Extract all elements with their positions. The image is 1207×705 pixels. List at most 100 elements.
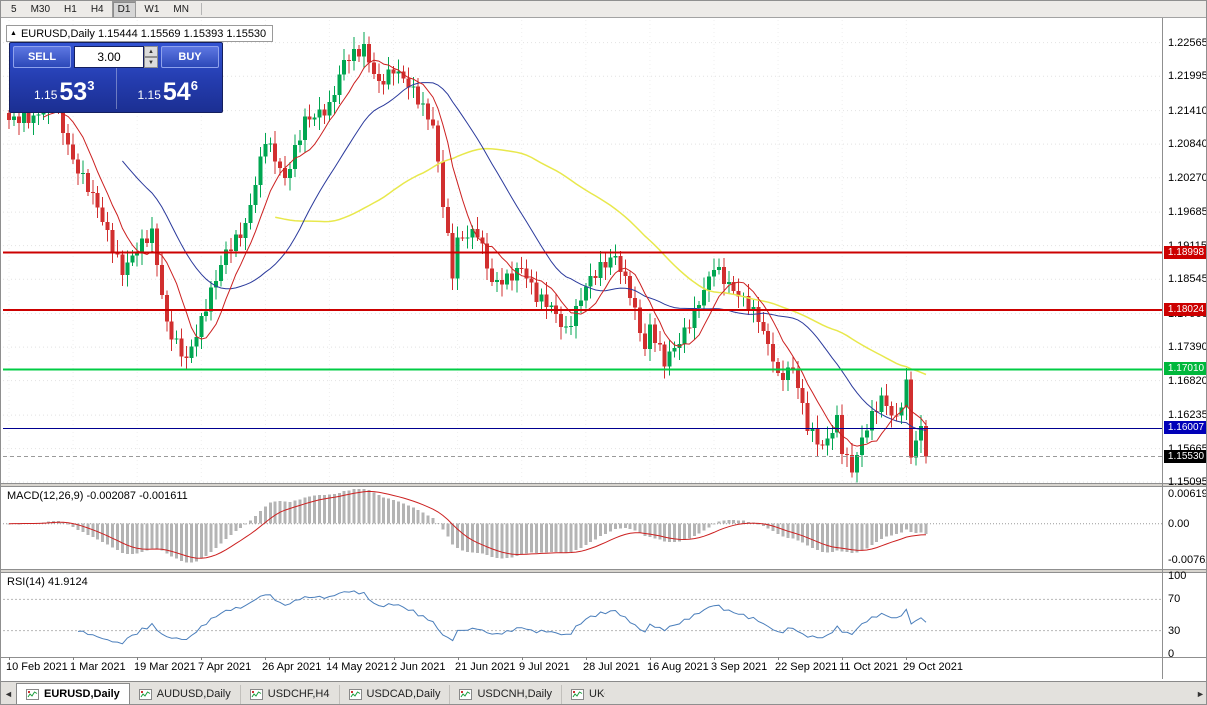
chart-tab-label: USDCAD,Daily	[366, 688, 441, 700]
chart-tab-ukoil-h4[interactable]: UKOil,H4	[562, 685, 605, 704]
price-axis-tick: 1.21410	[1168, 105, 1207, 117]
date-axis-label: 29 Oct 2021	[903, 661, 963, 673]
price-flag-1.18998: 1.18998	[1164, 246, 1206, 259]
rsi-line	[77, 590, 927, 645]
chart-tab-label: USDCHF,H4	[267, 688, 330, 700]
lot-size-stepper: ▲ ▼	[144, 46, 158, 68]
chart-tab-label: UKOil,H4	[589, 688, 605, 700]
price-axis-tick: 1.20270	[1168, 172, 1207, 184]
macd-histogram	[7, 488, 928, 563]
lot-decrease-button[interactable]: ▼	[144, 57, 158, 68]
price-axis-tick: 1.22565	[1168, 37, 1207, 49]
pane-border	[1, 657, 1206, 658]
price-axis-tick: 1.17390	[1168, 341, 1207, 353]
date-axis-label: 16 Aug 2021	[647, 661, 709, 673]
price-flag-1.16007: 1.16007	[1164, 421, 1206, 434]
buy-price-figure: 1.15	[137, 88, 161, 102]
timeframe-button-h4[interactable]: H4	[90, 3, 104, 15]
ma-slow-line	[275, 147, 927, 376]
sell-price-point: 3	[87, 78, 95, 93]
timeframe-button-5[interactable]: 5	[11, 3, 17, 15]
collapse-arrow-icon[interactable]: ▲	[10, 30, 17, 37]
macd-axis-tick: 0.006193	[1168, 488, 1206, 500]
chart-tab-icon	[138, 688, 152, 700]
price-axis-tick: 1.17960	[1168, 308, 1207, 320]
rsi-axis-tick: 0	[1168, 648, 1175, 660]
date-axis-label: 21 Jun 2021	[455, 661, 516, 673]
pane-divider[interactable]	[1, 483, 1206, 487]
ma-mid-line	[122, 82, 927, 431]
chart-title: EURUSD,Daily 1.15444 1.15569 1.15393 1.1…	[20, 27, 267, 40]
date-axis-label: 11 Oct 2021	[839, 661, 899, 673]
price-axis-tick: 1.19115	[1168, 240, 1207, 252]
date-axis-label: 14 May 2021	[326, 661, 390, 673]
buy-button[interactable]: BUY	[161, 46, 219, 68]
tab-scroll-right-button[interactable]: ►	[1196, 689, 1205, 699]
timeframe-button-mn[interactable]: MN	[173, 3, 189, 15]
rsi-indicator-label: RSI(14) 41.9124	[7, 576, 88, 588]
chart-tab-label: USDCNH,Daily	[477, 688, 553, 700]
price-flag-1.17010: 1.17010	[1164, 362, 1206, 375]
macd-axis-tick: 0.00	[1168, 518, 1190, 530]
buy-price-display[interactable]: 1.15 54 6	[115, 68, 220, 109]
date-axis-label: 19 Mar 2021	[134, 661, 196, 673]
price-axis-tick: 1.21995	[1168, 70, 1207, 82]
price-flag-1.15530: 1.15530	[1164, 450, 1206, 463]
price-axis-border	[1162, 18, 1163, 679]
rsi-canvas[interactable]	[3, 573, 1162, 657]
toolbar-separator	[200, 3, 202, 15]
chart-tab-icon	[249, 688, 263, 700]
sell-price-pips: 53	[59, 78, 88, 106]
chart-tab-eurusd-daily[interactable]: EURUSD,Daily	[16, 683, 130, 704]
lot-increase-button[interactable]: ▲	[144, 46, 158, 57]
date-axis-label: 1 Mar 2021	[70, 661, 126, 673]
chart-tab-icon	[26, 688, 39, 700]
chart-tab-label: EURUSD,Daily	[44, 688, 120, 700]
chart-tab-icon	[459, 688, 473, 700]
price-axis-tick: 1.15665	[1168, 443, 1207, 455]
macd-signal-line	[8, 490, 927, 559]
lot-size-control: 3.00 ▲ ▼	[74, 46, 158, 68]
date-axis-label: 26 Apr 2021	[262, 661, 322, 673]
buy-price-point: 6	[190, 78, 198, 93]
chart-tab-usdcnh-daily[interactable]: USDCNH,Daily	[450, 684, 563, 704]
chart-tab-label: AUDUSD,Daily	[156, 688, 231, 700]
price-axis-tick: 1.18545	[1168, 273, 1207, 285]
one-click-trading-widget: SELL 3.00 ▲ ▼ BUY 1.15 53 3 1.15 54 6	[9, 42, 223, 113]
macd-axis-tick: -0.00762	[1168, 554, 1206, 566]
sell-button[interactable]: SELL	[13, 46, 71, 68]
chart-tab-usdchf-h4[interactable]: USDCHF,H4	[241, 684, 340, 704]
chart-tab-icon	[571, 688, 585, 700]
lot-size-input[interactable]: 3.00	[74, 46, 144, 68]
price-axis-tick: 1.16235	[1168, 409, 1207, 421]
price-axis-tick: 1.19685	[1168, 206, 1207, 218]
macd-indicator-label: MACD(12,26,9) -0.002087 -0.001611	[7, 490, 188, 502]
chart-symbol-header: ▲ EURUSD,Daily 1.15444 1.15569 1.15393 1…	[6, 25, 274, 42]
chart-tab-bar: ◄ EURUSD,Daily AUDUSD,Daily USDCHF,H4 USDCAD…	[1, 681, 1206, 704]
macd-canvas[interactable]	[3, 487, 1162, 569]
rsi-axis-tick: 30	[1168, 625, 1181, 637]
date-axis-label: 3 Sep 2021	[711, 661, 768, 673]
timeframe-button-w1[interactable]: W1	[144, 3, 160, 15]
tab-scroll-left-button[interactable]: ◄	[4, 689, 13, 699]
pane-divider[interactable]	[1, 569, 1206, 573]
date-axis-label: 9 Jul 2021	[519, 661, 570, 673]
tabs-container: EURUSD,Daily AUDUSD,Daily USDCHF,H4 USDCAD,…	[16, 682, 605, 704]
timeframe-toolbar: 5 M30 H1 H4 D1 W1 MN	[1, 1, 1206, 18]
price-axis-tick: 1.20840	[1168, 138, 1207, 150]
price-flag-1.18024: 1.18024	[1164, 303, 1206, 316]
chart-tab-icon	[348, 688, 362, 700]
sell-price-figure: 1.15	[34, 88, 58, 102]
date-axis-label: 7 Apr 2021	[198, 661, 252, 673]
timeframe-button-h1[interactable]: H1	[64, 3, 77, 15]
date-axis-label: 10 Feb 2021	[6, 661, 68, 673]
buy-price-pips: 54	[162, 78, 191, 106]
sell-price-display[interactable]: 1.15 53 3	[13, 68, 116, 109]
price-axis-tick: 1.16820	[1168, 375, 1207, 387]
timeframe-button-m30[interactable]: M30	[30, 3, 51, 15]
chart-tab-audusd-daily[interactable]: AUDUSD,Daily	[130, 684, 241, 704]
timeframe-button-d1[interactable]: D1	[111, 1, 137, 18]
rsi-axis-tick: 70	[1168, 593, 1181, 605]
chart-tab-usdcad-daily[interactable]: USDCAD,Daily	[340, 684, 451, 704]
